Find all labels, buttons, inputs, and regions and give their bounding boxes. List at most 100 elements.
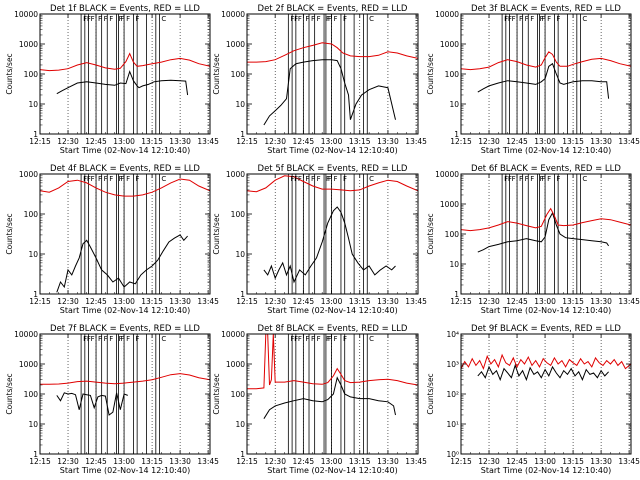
panel-title: Det 7f BLACK = Events, RED = LLD xyxy=(50,324,200,334)
flag-label: F xyxy=(519,175,523,183)
flag-label: C xyxy=(369,335,374,343)
x-tick-label: 13:30 xyxy=(377,137,399,146)
flag-label: F xyxy=(311,335,315,343)
panel-title: Det 1f BLACK = Events, RED = LLD xyxy=(50,4,200,14)
x-tick-label: 13:45 xyxy=(405,137,427,146)
plot-area xyxy=(40,14,210,134)
flag-label: F xyxy=(290,15,294,23)
flag-label: F xyxy=(87,335,91,343)
y-tick-label: 1 xyxy=(33,450,38,459)
flag-label: F xyxy=(305,175,309,183)
flag-label: C xyxy=(369,175,374,183)
flag-label: F xyxy=(547,15,551,23)
x-tick-label: 13:15 xyxy=(562,297,584,306)
flag-label: F xyxy=(290,335,294,343)
flag-label: F xyxy=(298,15,302,23)
flag-label: F xyxy=(294,335,298,343)
flag-label: F xyxy=(530,175,534,183)
x-axis-label: Start Time (02-Nov-14 12:10:40) xyxy=(60,306,190,315)
flag-label: F xyxy=(126,335,130,343)
flag-label: F xyxy=(343,335,347,343)
panel-title: Det 2f BLACK = Events, RED = LLD xyxy=(258,4,408,14)
panel-title: Det 5f BLACK = Events, RED = LLD xyxy=(258,164,408,174)
y-tick-label: 1 xyxy=(454,130,459,139)
x-axis-label: Start Time (02-Nov-14 12:10:40) xyxy=(481,146,611,155)
x-tick-label: 12:30 xyxy=(57,457,79,466)
x-tick-label: 13:00 xyxy=(534,457,556,466)
y-tick-label: 10000 xyxy=(14,330,38,339)
events-series-line xyxy=(263,206,396,284)
y-tick-label: 100 xyxy=(24,390,39,399)
y-tick-label: 10⁰ xyxy=(446,450,459,459)
flag-label: C xyxy=(369,15,374,23)
flag-label: F xyxy=(119,15,123,23)
panel-title: Det 3f BLACK = Events, RED = LLD xyxy=(471,4,621,14)
events-series-line xyxy=(263,59,396,126)
x-tick-label: 13:45 xyxy=(618,457,640,466)
x-tick-label: 13:00 xyxy=(113,137,135,146)
y-tick-label: 100 xyxy=(24,210,39,219)
flag-label: F xyxy=(508,175,512,183)
panel-title: Det 8f BLACK = Events, RED = LLD xyxy=(258,324,408,334)
flag-label: F xyxy=(126,175,130,183)
flag-label: F xyxy=(91,15,95,23)
flag-label: F xyxy=(512,15,516,23)
flag-label: F xyxy=(119,335,123,343)
x-tick-label: 13:00 xyxy=(321,457,343,466)
y-tick-label: 1 xyxy=(454,290,459,299)
lld-series-line xyxy=(40,52,210,72)
y-tick-label: 1000 xyxy=(19,40,38,49)
flag-label: F xyxy=(104,15,108,23)
x-tick-label: 12:45 xyxy=(293,457,315,466)
events-series-line xyxy=(56,392,128,416)
flag-label: F xyxy=(541,15,545,23)
lld-series-line xyxy=(40,178,210,197)
plot-area xyxy=(247,14,418,134)
y-tick-label: 10 xyxy=(28,100,38,109)
plot-area xyxy=(40,174,210,294)
y-tick-label: 10000 xyxy=(435,10,459,19)
y-tick-label: 100 xyxy=(445,230,460,239)
y-axis-label: Counts/sec xyxy=(5,53,14,94)
x-tick-label: 13:45 xyxy=(405,297,427,306)
flag-label: C xyxy=(161,335,166,343)
x-tick-label: 13:45 xyxy=(405,457,427,466)
x-tick-label: 12:45 xyxy=(293,137,315,146)
flag-label: F xyxy=(343,175,347,183)
flag-label: F xyxy=(294,175,298,183)
axes-frame xyxy=(460,333,632,455)
flag-label: F xyxy=(109,175,113,183)
x-tick-label: 12:15 xyxy=(236,297,258,306)
flag-label: F xyxy=(98,175,102,183)
flag-label: F xyxy=(556,15,560,23)
y-axis-label: Counts/sec xyxy=(5,213,14,254)
x-tick-label: 12:30 xyxy=(57,297,79,306)
flag-label: F xyxy=(328,335,332,343)
x-tick-label: 12:15 xyxy=(450,457,472,466)
flag-label: F xyxy=(91,335,95,343)
x-tick-label: 12:15 xyxy=(236,457,258,466)
x-tick-label: 12:45 xyxy=(506,457,528,466)
x-tick-label: 12:30 xyxy=(478,457,500,466)
x-tick-label: 13:30 xyxy=(169,137,191,146)
y-tick-label: 1000 xyxy=(440,40,459,49)
y-tick-label: 100 xyxy=(231,210,246,219)
y-tick-label: 10² xyxy=(446,390,459,399)
y-tick-label: 1 xyxy=(240,130,245,139)
flag-label: F xyxy=(512,175,516,183)
flag-label: F xyxy=(305,335,309,343)
x-tick-label: 13:45 xyxy=(618,137,640,146)
x-tick-label: 12:15 xyxy=(236,137,258,146)
flag-label: F xyxy=(326,15,330,23)
y-axis-label: Counts/sec xyxy=(212,53,221,94)
x-tick-label: 13:45 xyxy=(197,297,219,306)
y-tick-label: 1 xyxy=(33,290,38,299)
flag-label: F xyxy=(508,15,512,23)
flag-label: F xyxy=(91,175,95,183)
